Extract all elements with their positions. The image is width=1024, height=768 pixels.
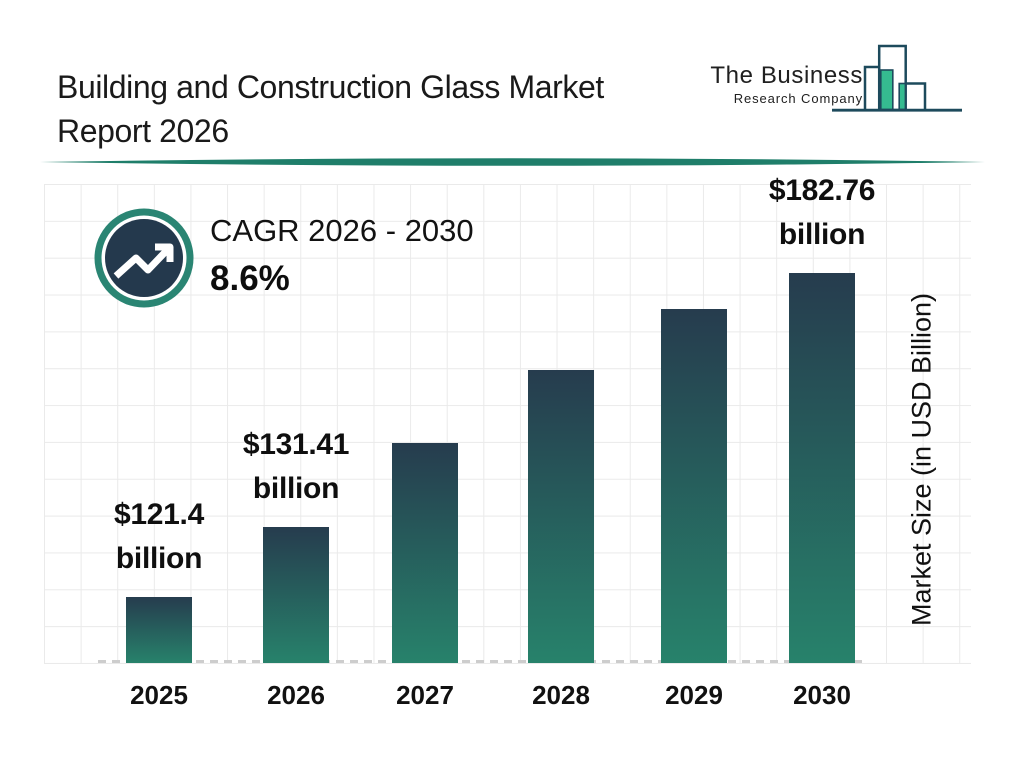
bar-2030 — [789, 273, 855, 663]
value-label-line: $121.4 — [114, 498, 204, 531]
skyline-bars-icon — [832, 44, 962, 112]
logo-name: The Business — [710, 62, 863, 89]
bar-2027 — [392, 443, 458, 663]
value-label-line: $131.41 — [242, 428, 350, 461]
page-title-line1: Building and Construction Glass Market — [57, 69, 604, 106]
x-axis-dashed-line — [98, 660, 862, 663]
value-label-line: billion — [778, 218, 866, 251]
logo-subname: Research Company — [733, 91, 863, 106]
page-title: Building and Construction Glass Market Re… — [57, 65, 604, 153]
x-tick-2025: 2025 — [130, 680, 188, 710]
bar-2029 — [661, 309, 727, 663]
cagr-period-label: CAGR 2026 - 2030 — [210, 213, 474, 248]
x-tick-2029: 2029 — [665, 680, 723, 710]
x-tick-2027: 2027 — [396, 680, 454, 710]
x-tick-2030: 2030 — [793, 680, 851, 710]
bar-2025 — [126, 597, 192, 663]
cagr-value: 8.6% — [210, 259, 290, 298]
value-label-2026: $131.41 billion — [186, 423, 406, 511]
value-label-line: billion — [252, 472, 340, 505]
divider-line — [40, 158, 985, 166]
value-label-2030: $182.76 billion — [712, 169, 932, 257]
company-logo-text: The Business Research Company — [710, 62, 863, 106]
y-axis-label: Market Size (in USD Billion) — [906, 292, 937, 627]
page-title-line2: Report 2026 — [57, 113, 229, 150]
value-label-line: $182.76 — [768, 174, 876, 207]
value-label-2025: $121.4 billion — [49, 493, 269, 581]
bar-2028 — [528, 370, 594, 663]
x-tick-2028: 2028 — [532, 680, 590, 710]
value-label-line: billion — [115, 542, 203, 575]
x-tick-2026: 2026 — [267, 680, 325, 710]
growth-trend-icon — [94, 208, 194, 308]
bar-2026 — [263, 527, 329, 663]
